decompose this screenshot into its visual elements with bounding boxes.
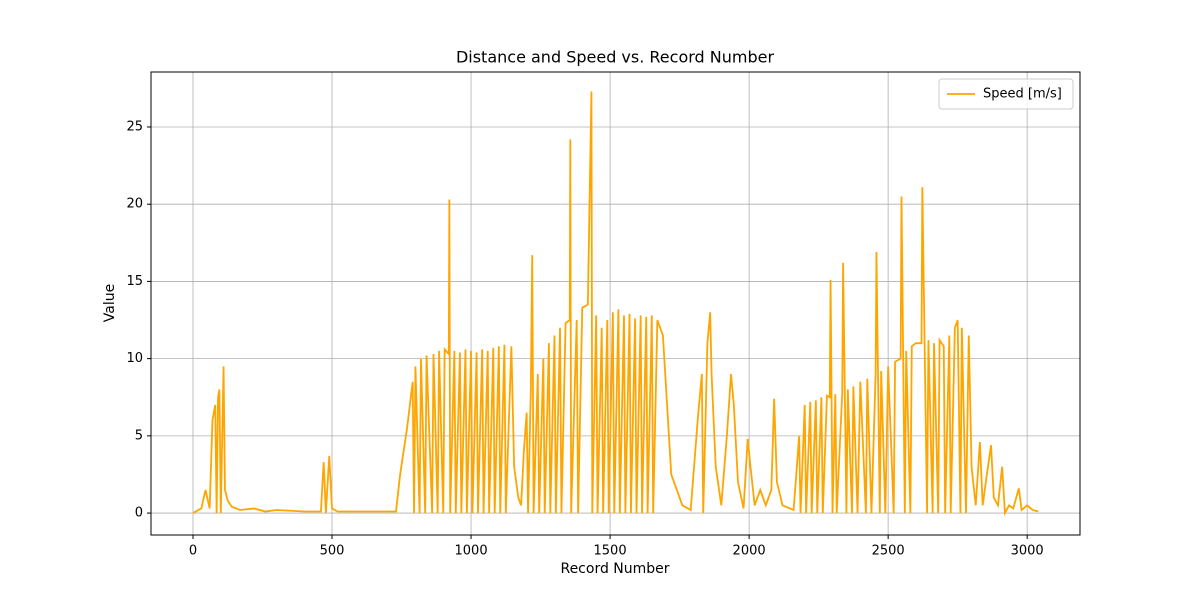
- legend-box: [938, 78, 1074, 110]
- plot-frame: [150, 71, 1081, 536]
- x-tick-label: 3000: [1011, 544, 1044, 559]
- chart-title: Distance and Speed vs. Record Number: [456, 48, 775, 67]
- y-axis-label: Value: [102, 284, 118, 322]
- y-tick-label: 25: [126, 119, 143, 134]
- x-tick-label: 2000: [733, 544, 766, 559]
- x-tick-label: 0: [189, 544, 197, 559]
- x-tick-label: 2500: [872, 544, 905, 559]
- x-tick-label: 1000: [455, 544, 488, 559]
- y-tick-label: 10: [126, 351, 143, 366]
- series-line: [192, 91, 1039, 517]
- y-tick-label: 0: [135, 506, 143, 521]
- x-tick-label: 500: [320, 544, 345, 559]
- legend-label: Speed [m/s]: [983, 87, 1062, 102]
- y-tick-label: 20: [126, 197, 143, 212]
- y-tick-label: 15: [126, 274, 143, 289]
- y-tick-label: 5: [135, 428, 143, 443]
- x-tick-label: 1500: [594, 544, 627, 559]
- x-axis-label: Record Number: [560, 561, 669, 577]
